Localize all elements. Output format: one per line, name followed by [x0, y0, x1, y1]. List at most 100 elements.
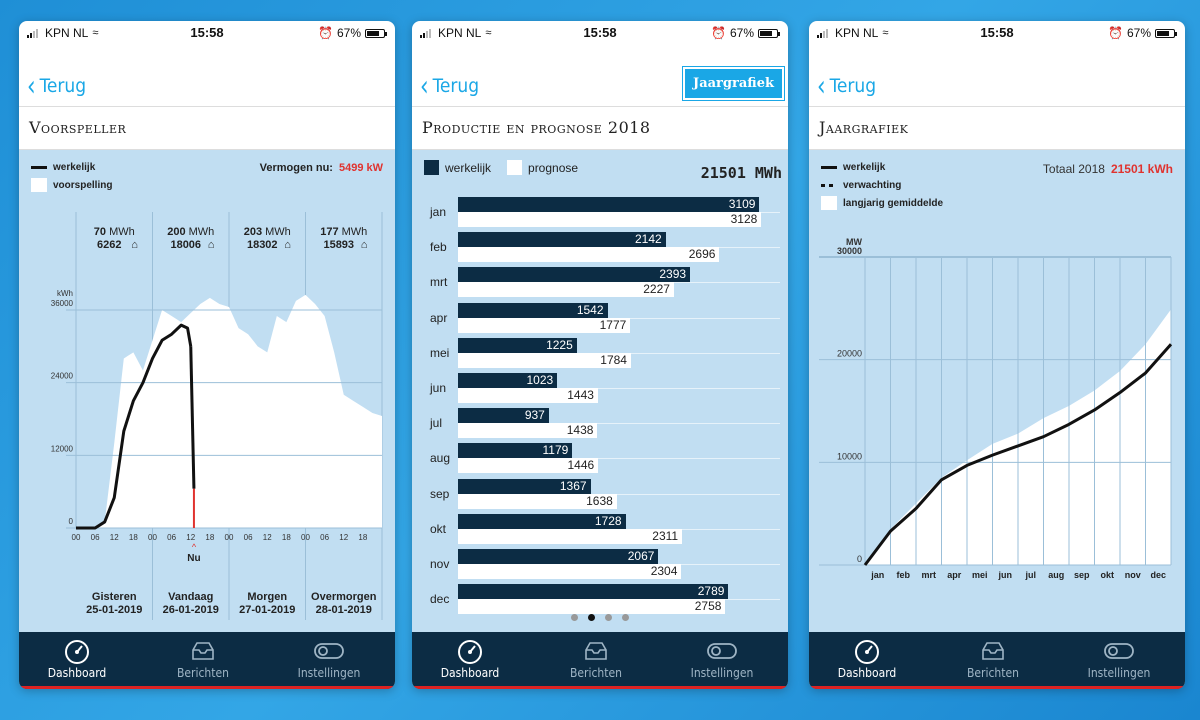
tab-label: Instellingen — [297, 666, 361, 680]
battery-icon — [365, 28, 387, 38]
month-label: mrt — [430, 275, 448, 290]
page-dot[interactable] — [571, 614, 578, 621]
total-label: Totaal 2018 — [1042, 162, 1105, 176]
grid-line — [458, 388, 780, 389]
x-tick-label: 06 — [320, 533, 329, 542]
tab-label: Dashboard — [837, 666, 897, 680]
day-homes: 18302 — [247, 239, 278, 251]
status-bar: KPN NL ≈ 15:58 ⏰ 67% — [19, 21, 395, 45]
day-date: 25-01-2019 — [86, 604, 142, 616]
month-row: dec 2789 2758 — [412, 584, 788, 616]
y-tick-label: 24000 — [51, 372, 74, 381]
month-label: sep — [430, 486, 450, 501]
month-label: jul — [430, 416, 443, 431]
day-name: Vandaag — [168, 591, 213, 603]
month-row: jun 1023 1443 — [412, 373, 788, 405]
back-button[interactable]: ‹ Terug — [420, 72, 479, 101]
month-row: sep 1367 1638 — [412, 478, 788, 511]
legend-forecast-swatch — [507, 160, 523, 175]
tab-instellingen[interactable]: Instellingen — [269, 638, 389, 680]
day-homes: 15893 — [323, 239, 354, 251]
tab-dashboard[interactable]: Dashboard — [412, 638, 530, 680]
tab-bar: Dashboard Berichten Instellingen — [412, 632, 788, 689]
back-button[interactable]: ‹ Terug — [27, 72, 86, 101]
month-label: dec — [1150, 570, 1166, 580]
x-tick-label: 18 — [282, 533, 291, 542]
legend-average: langjarig gemiddelde — [843, 197, 944, 209]
x-tick-label: 12 — [339, 533, 348, 542]
month-label: jan — [430, 205, 447, 219]
x-tick-label: 00 — [72, 533, 81, 542]
tab-dashboard[interactable]: Dashboard — [19, 638, 137, 680]
bar-forecast: 1638 — [458, 493, 617, 509]
month-row: jan 3109 3128 — [412, 197, 788, 229]
signal-icon — [420, 28, 434, 38]
tab-instellingen[interactable]: Instellingen — [1059, 638, 1179, 680]
bar-actual: 1023 — [458, 373, 558, 388]
legend-area-icon — [31, 178, 47, 192]
month-row: apr 1542 1777 — [412, 302, 788, 335]
page-indicator[interactable] — [412, 608, 788, 626]
day-name: Overmorgen — [311, 591, 377, 603]
y-tick-label: 36000 — [51, 299, 74, 308]
grid-line — [458, 423, 780, 425]
month-label: jun — [430, 381, 447, 395]
power-value: 5499 kW — [338, 162, 383, 174]
bar-forecast: 2304 — [458, 564, 682, 579]
gauge-icon — [19, 638, 137, 664]
x-tick-label: 12 — [263, 533, 272, 542]
page-dot[interactable] — [622, 614, 629, 621]
x-tick-label: 06 — [167, 533, 176, 542]
month-row: nov 2067 2304 — [412, 549, 788, 581]
back-button[interactable]: ‹ Terug — [817, 69, 876, 103]
wifi-icon: ≈ — [882, 27, 889, 39]
tab-label: Berichten — [570, 666, 622, 680]
bar-forecast: 3128 — [458, 212, 762, 227]
tab-instellingen[interactable]: Instellingen — [662, 638, 782, 680]
day-name: Gisteren — [92, 591, 137, 603]
year-chart-button[interactable]: Jaargrafiek — [682, 66, 785, 101]
x-tick-label: 00 — [301, 533, 310, 542]
tab-dashboard[interactable]: Dashboard — [809, 638, 927, 680]
chevron-left-icon: ‹ — [817, 69, 826, 103]
house-icon: ⌂ — [284, 239, 291, 251]
forecast-area — [76, 294, 382, 528]
y-tick-label: 12000 — [51, 444, 74, 453]
legend-area-icon — [821, 196, 837, 210]
tab-label: Instellingen — [1087, 666, 1151, 680]
bar-forecast: 2696 — [458, 247, 720, 263]
bar-actual: 937 — [458, 408, 549, 424]
y-tick-label: 10000 — [837, 451, 862, 461]
bar-forecast: 1443 — [458, 388, 598, 403]
tab-label: Dashboard — [47, 666, 107, 680]
month-label: sep — [1074, 570, 1090, 580]
bar-actual: 2393 — [458, 267, 691, 283]
gauge-icon — [412, 638, 530, 664]
now-caret: ^ — [192, 542, 197, 552]
day-homes: 18006 — [170, 239, 201, 251]
grid-line — [458, 493, 780, 495]
month-row: mrt 2393 2227 — [412, 267, 788, 299]
bar-forecast: 1777 — [458, 317, 631, 333]
legend-actual: werkelijk — [843, 162, 886, 173]
page-dot[interactable] — [605, 614, 612, 621]
bar-actual: 1179 — [458, 443, 573, 459]
inbox-icon — [536, 638, 656, 664]
now-label: Nu — [187, 553, 200, 564]
bar-actual: 1225 — [458, 337, 577, 353]
tab-berichten[interactable]: Berichten — [143, 638, 263, 680]
carrier-label: KPN NL — [835, 26, 879, 40]
tab-berichten[interactable]: Berichten — [536, 638, 656, 680]
x-tick-label: 18 — [358, 533, 367, 542]
toggle-icon — [662, 638, 782, 664]
page-dot[interactable] — [588, 614, 595, 621]
total-value: 21501 kWh — [1110, 162, 1173, 176]
month-label: jun — [998, 570, 1013, 580]
month-label: jan — [870, 570, 884, 580]
tab-berichten[interactable]: Berichten — [933, 638, 1053, 680]
tab-label: Dashboard — [440, 666, 500, 680]
month-label: okt — [1101, 570, 1115, 580]
y-tick-label: 20000 — [837, 349, 862, 359]
wifi-icon: ≈ — [92, 27, 99, 39]
day-date: 28-01-2019 — [316, 604, 372, 616]
